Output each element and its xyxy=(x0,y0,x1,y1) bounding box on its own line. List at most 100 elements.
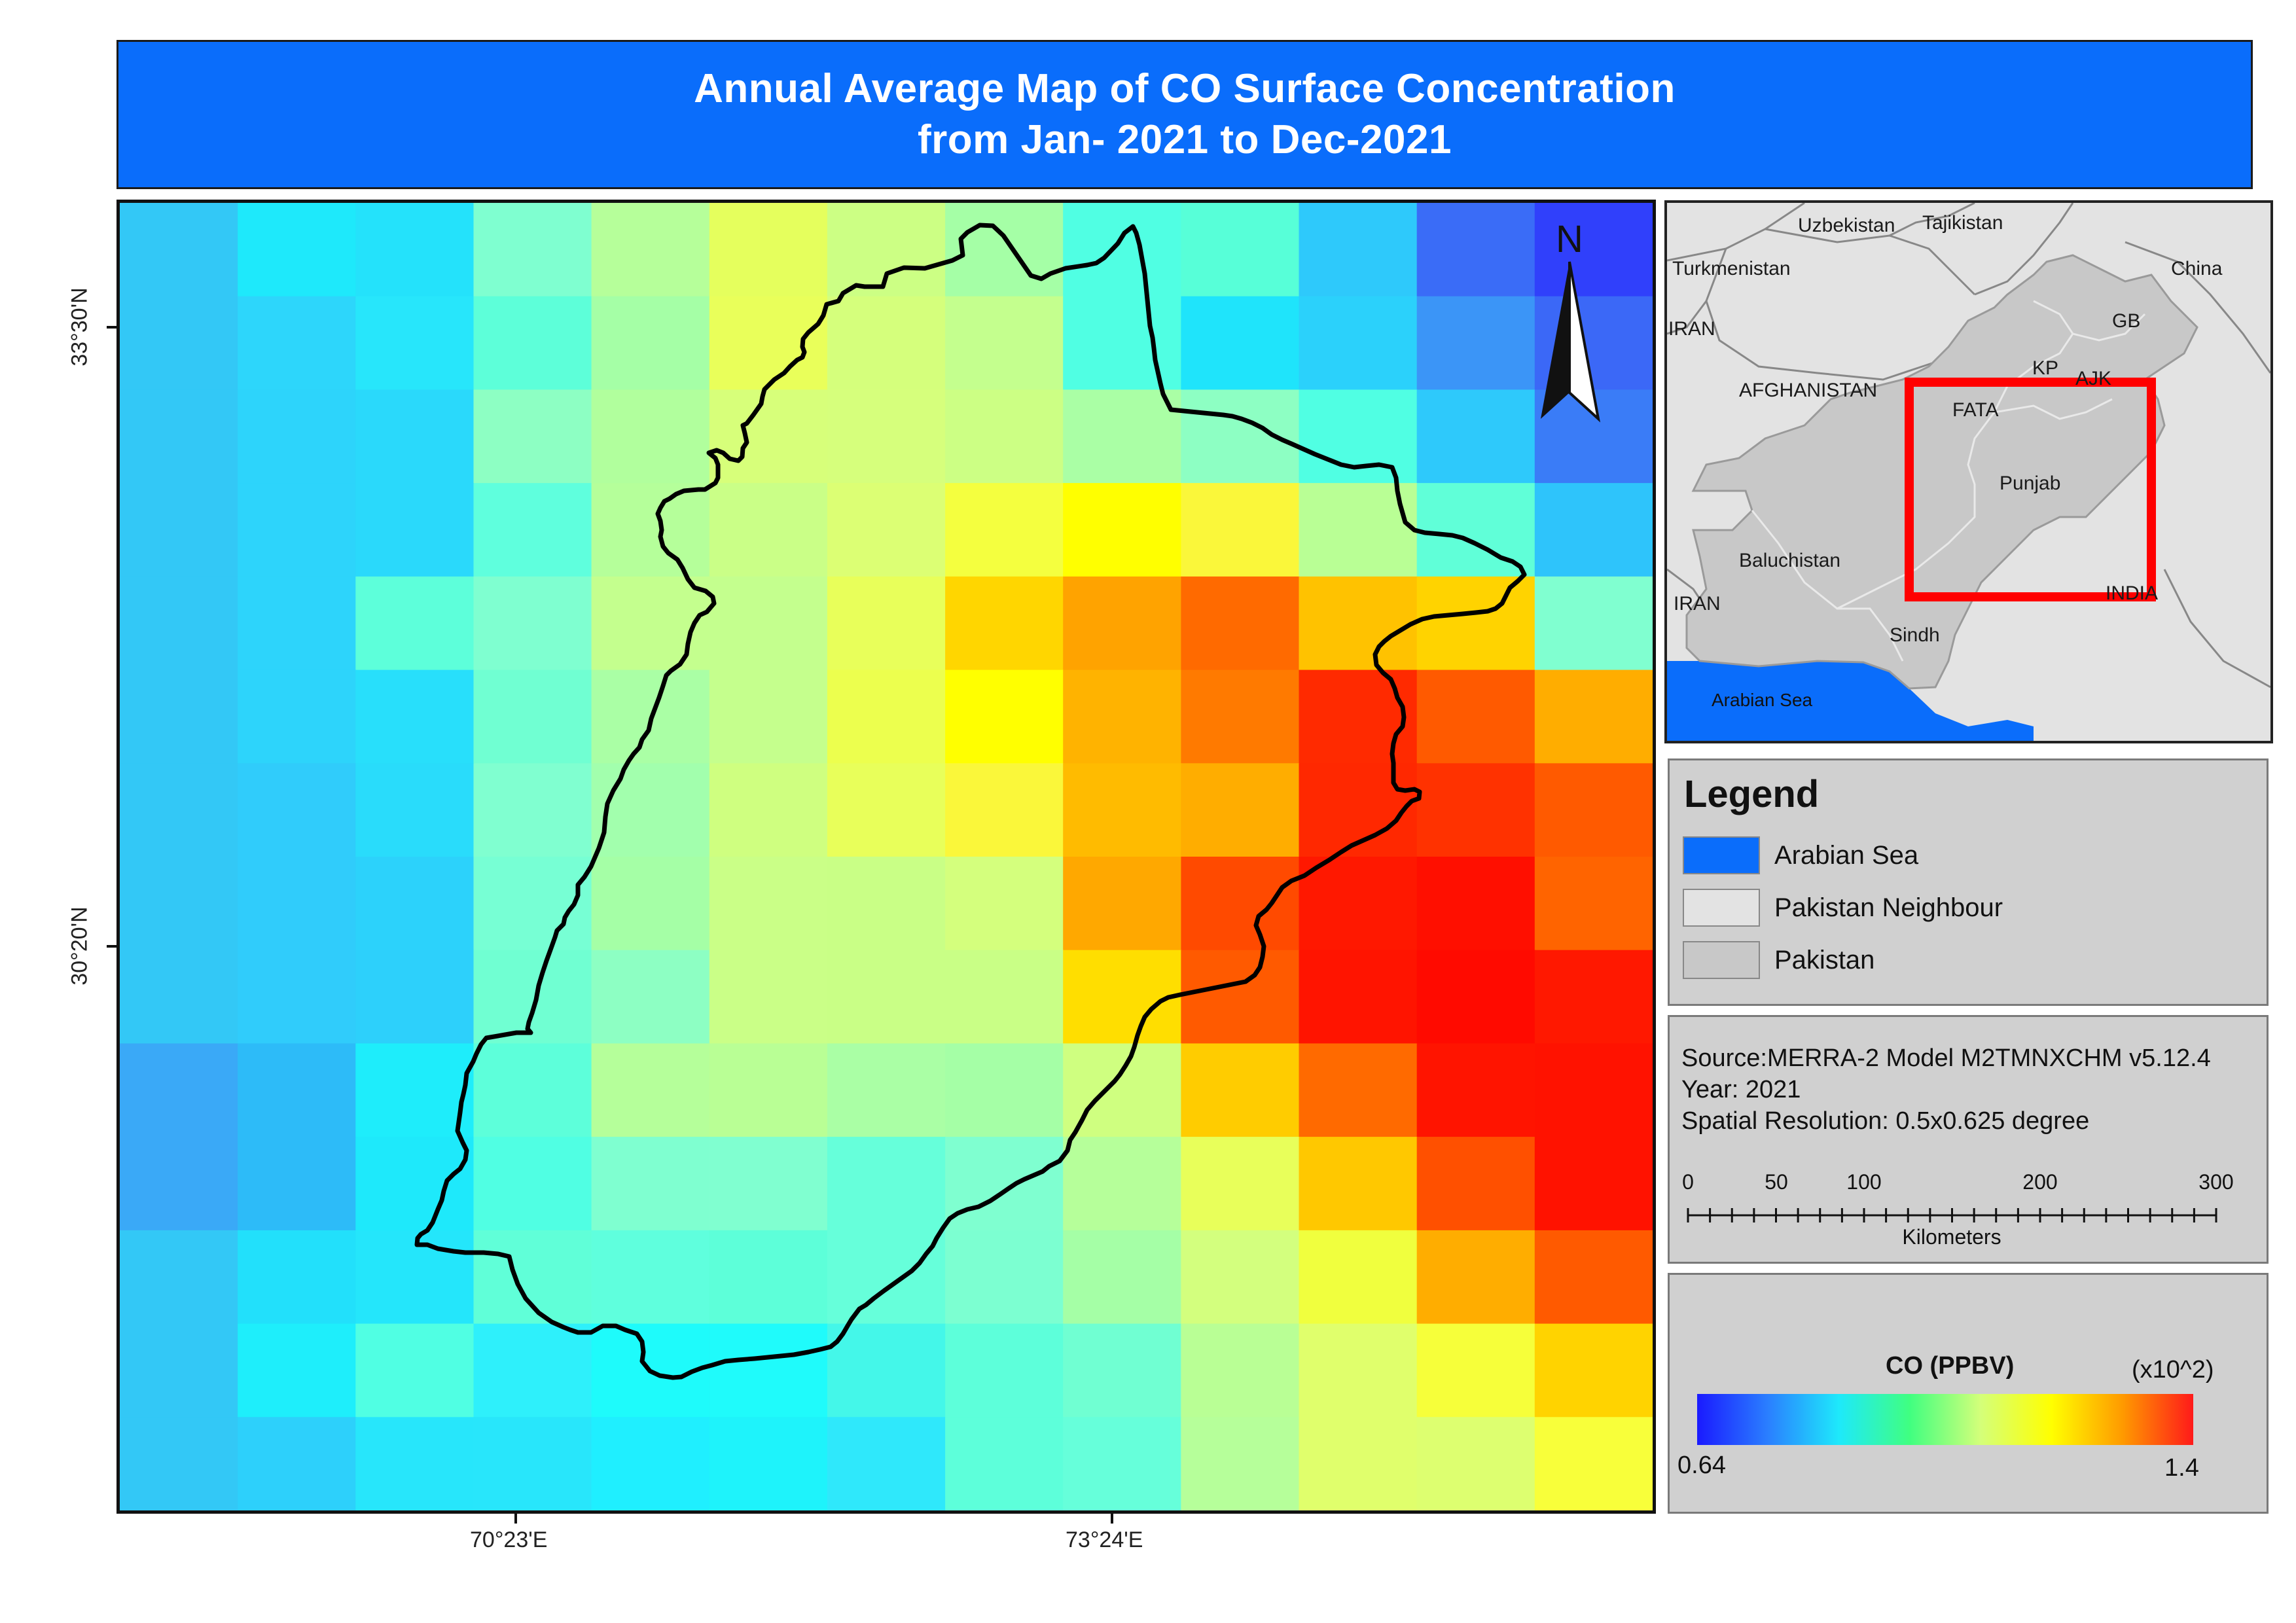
grid-cell xyxy=(238,203,357,297)
legend-item-arabian-sea: Arabian Sea xyxy=(1683,835,1918,876)
lat-tick-1 xyxy=(107,326,117,329)
grid-cell xyxy=(1416,576,1535,671)
grid-cell xyxy=(1063,669,1182,764)
grid-cell xyxy=(591,763,710,857)
grid-cell xyxy=(1181,950,1300,1044)
lon-label-70-23: 70°23'E xyxy=(470,1527,548,1552)
grid-cell xyxy=(827,1323,946,1418)
grid-cell xyxy=(1416,950,1535,1044)
grid-cell xyxy=(120,203,239,297)
grid-cell xyxy=(1416,1323,1535,1418)
grid-cell xyxy=(1299,1417,1418,1510)
grid-cell xyxy=(945,576,1064,671)
grid-cell xyxy=(1534,763,1653,857)
grid-cell xyxy=(120,950,239,1044)
grid-cell xyxy=(238,669,357,764)
grid-cell xyxy=(591,1230,710,1325)
grid-cell xyxy=(120,669,239,764)
north-arrow-label: N xyxy=(1556,218,1583,260)
grid-cell xyxy=(1181,1323,1300,1418)
grid-cell xyxy=(827,203,946,297)
grid-cell xyxy=(120,389,239,484)
grid-cell xyxy=(1534,1137,1653,1231)
grid-cell xyxy=(591,296,710,391)
grid-cell xyxy=(238,576,357,671)
grid-cell xyxy=(1063,1323,1182,1418)
grid-cell xyxy=(1416,1043,1535,1138)
grid-cell xyxy=(238,1230,357,1325)
inset-label-tajikistan: Tajikistan xyxy=(1922,212,2003,234)
grid-cell xyxy=(1534,576,1653,671)
grid-cell xyxy=(1299,1137,1418,1231)
scale-bar xyxy=(1687,1208,2217,1222)
co-concentration-grid xyxy=(120,203,1653,1510)
grid-cell xyxy=(945,1043,1064,1138)
grid-cell xyxy=(1181,669,1300,764)
lon-label-73-24: 73°24'E xyxy=(1066,1527,1143,1552)
grid-cell xyxy=(120,576,239,671)
grid-cell xyxy=(120,1417,239,1510)
grid-cell xyxy=(120,1230,239,1325)
source-text: Source:MERRA-2 Model M2TMNXCHM v5.12.4 xyxy=(1681,1044,2211,1072)
grid-cell xyxy=(709,483,828,577)
grid-cell xyxy=(827,950,946,1044)
grid-cell xyxy=(120,483,239,577)
punjab-boundary xyxy=(414,223,1527,1380)
grid-cell xyxy=(238,1137,357,1231)
grid-cell xyxy=(238,389,357,484)
grid-cell xyxy=(120,857,239,951)
grid-cell xyxy=(827,483,946,577)
grid-cell xyxy=(827,1230,946,1325)
grid-cell xyxy=(1063,1137,1182,1231)
legend-item-pakistan-neighbour: Pakistan Neighbour xyxy=(1683,887,2003,928)
grid-cell xyxy=(1416,857,1535,951)
inset-label-gb: GB xyxy=(2112,310,2141,332)
grid-cell xyxy=(355,1230,475,1325)
inset-label-india: INDIA xyxy=(2106,582,2159,604)
grid-cell xyxy=(1534,1417,1653,1510)
grid-cell xyxy=(709,1323,828,1418)
grid-cell xyxy=(473,1137,592,1231)
grid-cell xyxy=(591,483,710,577)
resolution-text: Spatial Resolution: 0.5x0.625 degree xyxy=(1681,1107,2090,1135)
grid-cell xyxy=(238,1323,357,1418)
inset-label-kp: KP xyxy=(2032,357,2059,379)
grid-cell xyxy=(473,576,592,671)
grid-cell xyxy=(1534,1230,1653,1325)
colorbar-gradient xyxy=(1697,1394,2193,1445)
grid-cell xyxy=(945,389,1064,484)
grid-cell xyxy=(945,203,1064,297)
grid-cell xyxy=(1181,203,1300,297)
grid-cell xyxy=(827,576,946,671)
grid-cell xyxy=(1299,389,1418,484)
grid-cell xyxy=(709,763,828,857)
scale-tick-label: 100 xyxy=(1846,1170,1882,1194)
grid-cell xyxy=(1063,296,1182,391)
study-area-highlight-box xyxy=(1905,378,2156,601)
grid-cell xyxy=(1416,296,1535,391)
grid-cell xyxy=(1534,1323,1653,1418)
grid-cell xyxy=(473,1323,592,1418)
grid-cell xyxy=(473,669,592,764)
grid-cell xyxy=(355,296,475,391)
grid-cell xyxy=(355,1137,475,1231)
grid-cell xyxy=(945,1323,1064,1418)
grid-cell xyxy=(1416,1137,1535,1231)
grid-cell xyxy=(709,1137,828,1231)
grid-cell xyxy=(709,576,828,671)
grid-cell xyxy=(238,1417,357,1510)
pakistan-region xyxy=(1685,254,2198,690)
legend-panel: Legend Arabian Sea Pakistan Neighbour Pa… xyxy=(1668,758,2269,1006)
scale-tick-label: 0 xyxy=(1682,1170,1694,1194)
grid-cell xyxy=(945,669,1064,764)
grid-cell xyxy=(1534,1043,1653,1138)
grid-cell xyxy=(1299,1043,1418,1138)
grid-cell xyxy=(945,857,1064,951)
grid-cell xyxy=(120,1323,239,1418)
grid-cell xyxy=(355,1323,475,1418)
grid-cell xyxy=(1181,576,1300,671)
grid-cell xyxy=(827,389,946,484)
grid-cell xyxy=(1063,1417,1182,1510)
grid-cell xyxy=(1416,203,1535,297)
grid-cell xyxy=(120,1043,239,1138)
